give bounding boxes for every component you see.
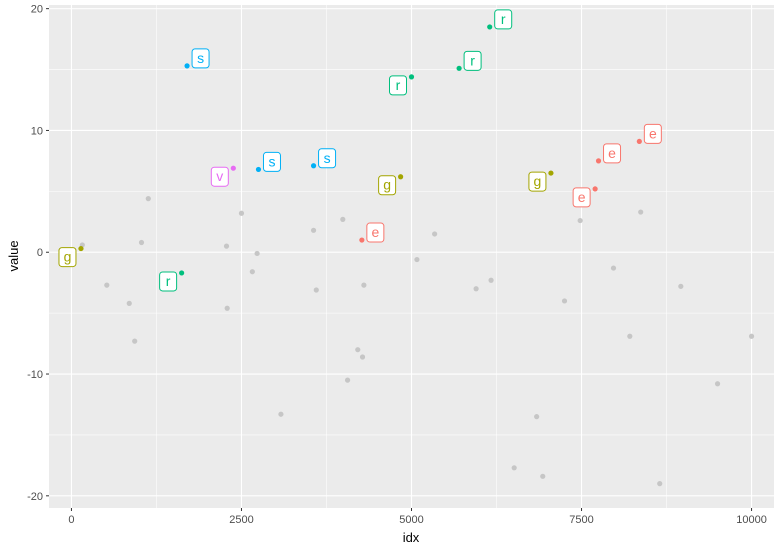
data-point-s [310, 163, 317, 169]
data-point [561, 298, 568, 304]
data-point [638, 209, 644, 215]
grid-lines [49, 5, 774, 508]
data-point-v [230, 165, 236, 171]
data-point [678, 283, 684, 289]
data-point [313, 287, 319, 293]
data-point-r [487, 24, 493, 30]
data-point [359, 354, 366, 360]
axes: 0 2500 5000 7500 10000 -20 -10 0 10 20 [27, 4, 767, 526]
data-point [540, 473, 546, 479]
point-label: v [216, 168, 223, 184]
label-box-s [262, 151, 281, 172]
data-point [488, 277, 494, 283]
data-point-s [255, 166, 262, 173]
label-box-e [572, 187, 591, 208]
point-label: g [383, 177, 391, 193]
point-label: e [371, 224, 379, 240]
data-point-g [78, 245, 84, 252]
data-point [249, 269, 255, 275]
point-label: e [649, 125, 657, 141]
data-point [254, 250, 260, 257]
y-tick-label: 10 [31, 125, 43, 137]
data-point [657, 481, 663, 487]
data-point-e [592, 186, 598, 192]
label-box-g [528, 171, 547, 192]
data-point-s [184, 63, 190, 69]
x-tick-label: 5000 [399, 514, 423, 526]
data-point-r [456, 65, 462, 71]
point-label: r [166, 273, 171, 289]
point-label: r [396, 77, 401, 93]
data-point [132, 338, 138, 344]
data-point [340, 216, 346, 222]
data-point [310, 227, 317, 233]
label-box-g [58, 247, 77, 268]
point-label: r [501, 11, 506, 27]
data-point [577, 217, 583, 224]
data-point [104, 282, 110, 288]
label-box-v [210, 166, 229, 187]
data-point [473, 286, 479, 292]
x-tick-label: 0 [68, 514, 74, 526]
point-label: g [534, 173, 542, 189]
data-point [361, 282, 367, 288]
data-point [534, 414, 540, 420]
point-label: g [64, 249, 72, 265]
point-label: s [268, 153, 275, 169]
point-label: s [197, 50, 204, 66]
y-tick-label: -20 [27, 491, 43, 503]
x-tick-label: 10000 [736, 514, 767, 526]
point-label: e [578, 189, 586, 205]
point-label: e [608, 145, 616, 161]
data-point [238, 210, 245, 216]
data-point-r [179, 270, 185, 276]
data-point [138, 239, 145, 246]
label-box-r [463, 50, 482, 71]
x-tick-label: 2500 [229, 514, 253, 526]
data-point [278, 411, 284, 417]
unlabeled-points [79, 196, 755, 487]
data-point [145, 196, 151, 202]
label-box-r [159, 271, 178, 292]
label-box-e [366, 222, 385, 243]
data-point [355, 347, 361, 353]
data-point [511, 465, 517, 471]
y-tick-label: 20 [31, 4, 43, 16]
label-box-r [494, 9, 513, 30]
data-point [714, 381, 721, 387]
data-point [126, 300, 132, 306]
label-box-r [389, 75, 407, 96]
point-labels: g r s v s s e g r r r g e e e [58, 9, 662, 292]
data-point [414, 256, 420, 263]
label-box-e [643, 123, 662, 144]
data-point-e [595, 158, 602, 164]
y-axis-title: value [6, 240, 21, 271]
data-point-g [398, 174, 404, 180]
x-tick-label: 7500 [569, 514, 593, 526]
data-point [748, 333, 755, 339]
label-box-g [378, 175, 397, 196]
label-box-s [318, 148, 337, 169]
label-box-s [191, 48, 210, 69]
y-tick-label: 0 [37, 247, 43, 259]
data-point [610, 265, 617, 271]
data-point [432, 231, 438, 237]
data-point-e [636, 138, 642, 145]
data-point [627, 333, 633, 339]
label-box-e [603, 143, 622, 164]
point-label: s [324, 150, 331, 166]
data-point [223, 243, 230, 249]
data-point-g [548, 170, 554, 176]
point-label: r [470, 52, 475, 68]
data-point-e [359, 237, 365, 243]
labeled-points [78, 24, 642, 276]
data-point [344, 377, 351, 383]
data-point [224, 305, 230, 311]
data-point-r [408, 74, 415, 80]
x-axis-title: idx [403, 530, 420, 545]
y-tick-label: -10 [27, 369, 43, 381]
